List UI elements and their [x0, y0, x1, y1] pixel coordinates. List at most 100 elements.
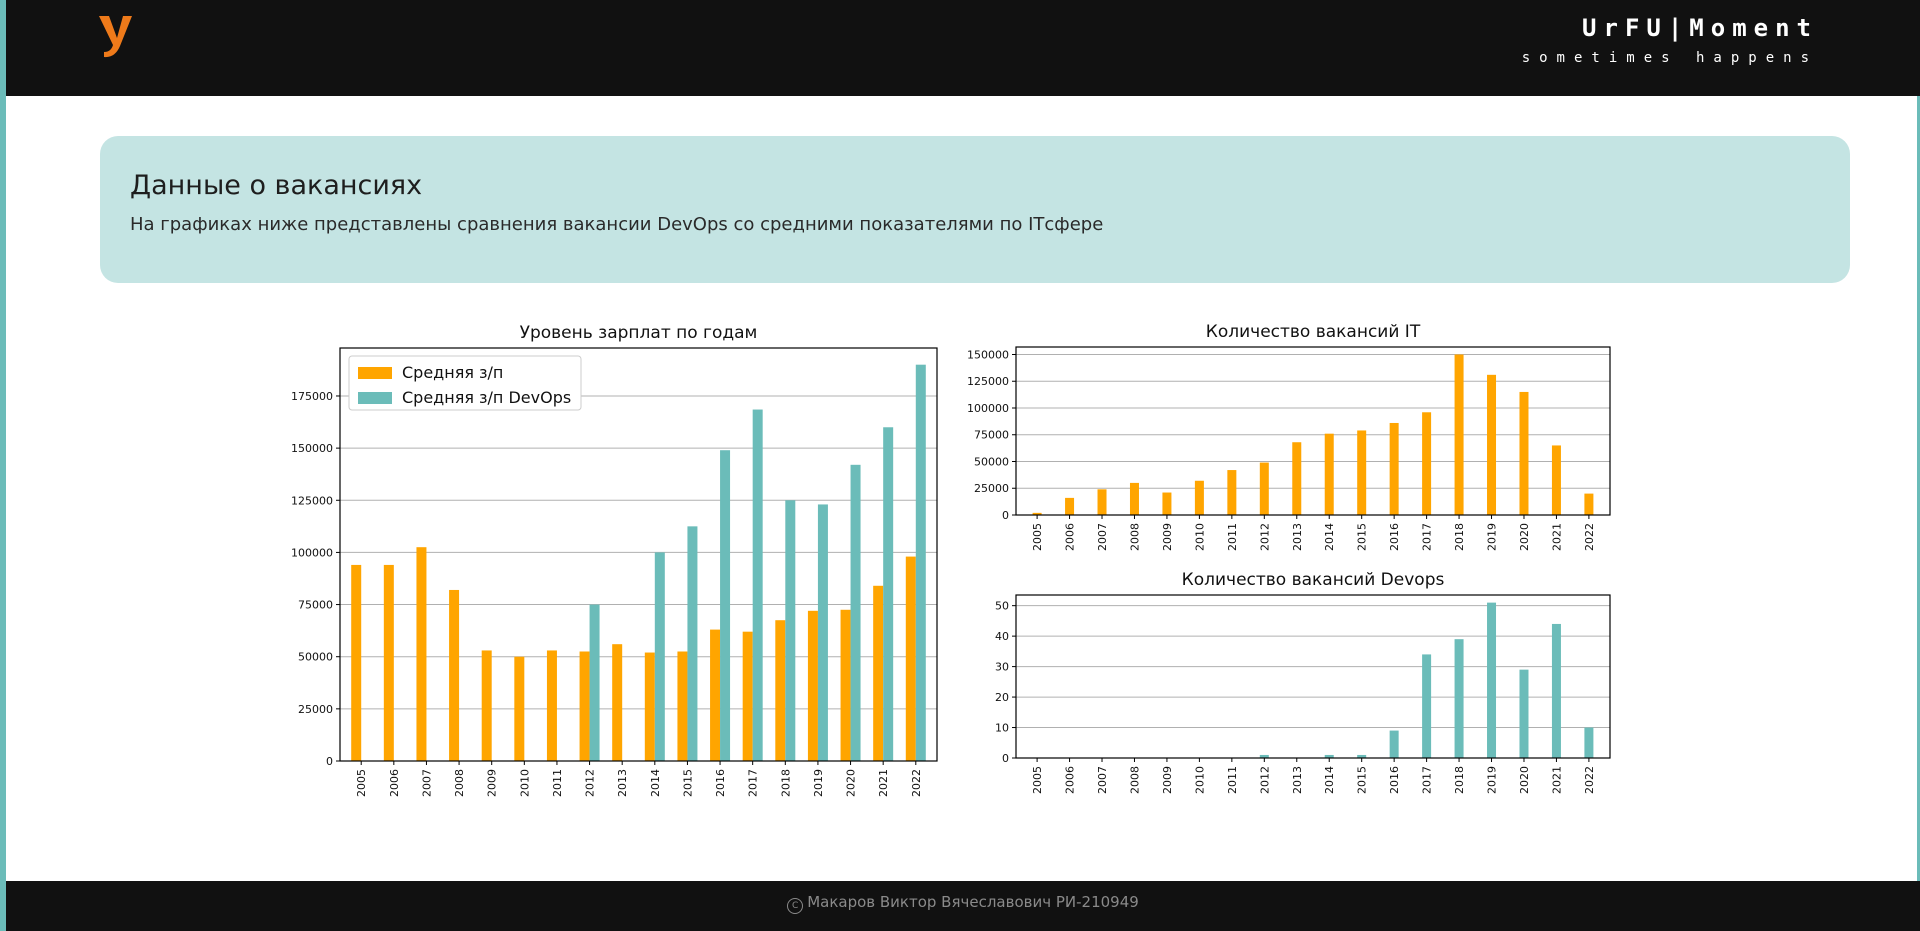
x-tick-label: 2007 [420, 769, 433, 797]
x-tick-label: 2019 [812, 769, 825, 797]
bar [1422, 654, 1432, 758]
x-tick-label: 2020 [1518, 523, 1531, 551]
bar [612, 644, 623, 761]
bar [654, 552, 665, 761]
y-tick-label: 75000 [298, 599, 333, 612]
plot-frame [1015, 346, 1611, 516]
bar [1551, 623, 1561, 758]
brand-subtitle: sometimes happens [1521, 50, 1818, 66]
y-tick-label: 50000 [974, 455, 1009, 468]
x-tick-label: 2011 [1226, 766, 1239, 794]
bar [1324, 433, 1334, 515]
bar [1454, 354, 1464, 515]
bar [752, 409, 763, 761]
x-tick-label: 2010 [1193, 523, 1206, 551]
x-tick-label: 2014 [649, 769, 662, 797]
legend-swatch [358, 392, 392, 404]
bar [1422, 412, 1432, 515]
bar [1065, 497, 1075, 515]
right-accent-stripe [1917, 96, 1920, 881]
bar [449, 589, 460, 761]
y-tick-label: 25000 [974, 482, 1009, 495]
y-tick-label: 100000 [967, 402, 1009, 415]
bar [1194, 480, 1204, 515]
y-tick-label: 50 [995, 600, 1009, 613]
left-accent-stripe [0, 0, 6, 931]
x-tick-label: 2020 [845, 769, 858, 797]
bar [1487, 374, 1497, 515]
page-description: На графиках ниже представлены сравнения … [130, 214, 1104, 235]
chart-title: Уровень зарплат по годам [520, 323, 758, 343]
x-tick-label: 2012 [1258, 766, 1271, 794]
x-tick-label: 2009 [486, 769, 499, 797]
x-tick-label: 2022 [910, 769, 923, 797]
page-title: Данные о вакансиях [130, 170, 423, 201]
urfu-y-logo-icon[interactable] [96, 14, 136, 60]
bar [840, 609, 851, 761]
y-tick-label: 10 [995, 722, 1009, 735]
bar [775, 620, 786, 761]
bar [351, 564, 362, 761]
x-tick-label: 2008 [1128, 523, 1141, 551]
y-tick-label: 25000 [298, 703, 333, 716]
bar [677, 651, 688, 761]
salary-by-year-chart: Уровень зарплат по годам 0 25000 50000 75000… [291, 323, 938, 797]
x-tick-label: 2017 [1421, 523, 1434, 551]
y-tick-label: 0 [1002, 752, 1009, 765]
bar [1324, 754, 1334, 758]
x-tick-label: 2009 [1161, 523, 1174, 551]
bar [1097, 489, 1107, 515]
x-tick-label: 2011 [551, 769, 564, 797]
x-tick-label: 2017 [1421, 766, 1434, 794]
y-tick-label: 50000 [298, 651, 333, 664]
x-tick-label: 2010 [1193, 766, 1206, 794]
bar [873, 585, 884, 761]
y-tick-label: 0 [1002, 509, 1009, 522]
y-tick-label: 125000 [967, 375, 1009, 388]
bar [644, 652, 655, 761]
bar [742, 631, 753, 761]
info-panel: Данные о вакансиях На графиках ниже пред… [100, 136, 1850, 283]
x-tick-label: 2018 [779, 769, 792, 797]
x-tick-label: 2014 [1323, 766, 1336, 794]
x-tick-label: 2006 [388, 769, 401, 797]
y-tick-label: 40 [995, 630, 1009, 643]
bar [1389, 422, 1399, 515]
bar [1259, 462, 1269, 515]
x-tick-label: 2005 [1031, 766, 1044, 794]
x-tick-label: 2021 [1550, 523, 1563, 551]
bar [687, 526, 698, 761]
plot-frame [1015, 594, 1611, 759]
x-tick-label: 2006 [1064, 523, 1077, 551]
x-tick-label: 2013 [1291, 523, 1304, 551]
legend-swatch [358, 367, 392, 379]
x-tick-label: 2006 [1064, 766, 1077, 794]
x-tick-label: 2013 [1291, 766, 1304, 794]
x-tick-label: 2013 [616, 769, 629, 797]
it-vacancies-chart: Количество вакансий IT 0 25000 50000 75000 10… [967, 322, 1611, 551]
brand[interactable]: UrFU|Moment sometimes happens [1522, 14, 1818, 66]
bar [1129, 482, 1139, 515]
y-tick-label: 30 [995, 661, 1009, 674]
bar [785, 500, 796, 761]
plot-frame [339, 347, 938, 762]
chart-title: Количество вакансий Devops [1182, 570, 1445, 590]
bar [720, 450, 731, 761]
y-tick-label: 150000 [291, 442, 333, 455]
legend-label: Средняя з/п DevOps [402, 388, 571, 407]
legend-box [348, 355, 582, 411]
x-tick-label: 2010 [518, 769, 531, 797]
bar [1227, 470, 1237, 515]
bar [1259, 754, 1269, 758]
bar [1487, 602, 1497, 758]
bar [883, 427, 894, 761]
y-tick-label: 150000 [967, 348, 1009, 361]
brand-title: UrFU|Moment [1582, 14, 1818, 42]
site-header: UrFU|Moment sometimes happens [6, 0, 1920, 96]
bar [383, 564, 394, 761]
x-tick-label: 2018 [1453, 523, 1466, 551]
bar [514, 656, 525, 761]
chart-legend: Средняя з/п Средняя з/п DevOps [348, 355, 582, 411]
x-tick-label: 2008 [453, 769, 466, 797]
devops-vacancies-chart: Количество вакансий Devops 0 10 20 30 40 50 200… [995, 570, 1611, 794]
